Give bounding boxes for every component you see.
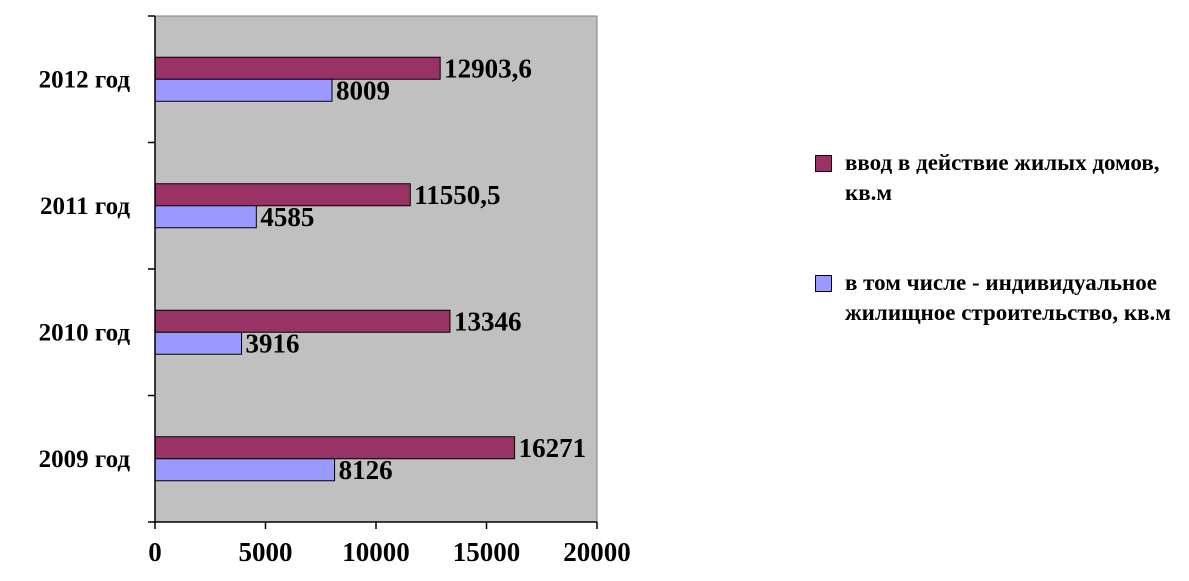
data-label-total-1: 13346: [454, 306, 522, 336]
data-label-total-3: 12903,6: [444, 53, 532, 83]
bar-individual-3: [154, 78, 333, 102]
x-tick-label-1: 5000: [239, 537, 293, 567]
category-label-1: 2010 год: [39, 319, 131, 346]
x-tick-label-2: 10000: [342, 537, 410, 567]
data-label-individual-3: 8009: [336, 75, 390, 105]
data-label-individual-0: 8126: [339, 455, 393, 485]
x-tick-label-0: 0: [148, 537, 162, 567]
legend: ввод в действие жилых домов, кв.м в том …: [815, 148, 1185, 328]
bar-total-1: [154, 309, 451, 333]
legend-item-individual: в том числе - индивидуальное жилищное ст…: [815, 268, 1185, 328]
bar-individual-2: [154, 205, 257, 229]
legend-label-total: ввод в действие жилых домов, кв.м: [845, 150, 1160, 205]
bar-total-3: [154, 56, 441, 80]
bar-total-0: [154, 436, 516, 460]
data-label-total-2: 11550,5: [414, 180, 500, 210]
bar-individual-1: [154, 331, 243, 355]
legend-swatch-individual: [815, 275, 832, 292]
data-label-total-0: 16271: [519, 433, 587, 463]
category-label-0: 2009 год: [39, 446, 131, 473]
category-label-2: 2011 год: [40, 193, 130, 220]
x-tick-label-4: 20000: [563, 537, 631, 567]
data-label-individual-1: 3916: [246, 328, 300, 358]
x-tick-label-3: 15000: [453, 537, 521, 567]
legend-label-individual: в том числе - индивидуальное жилищное ст…: [845, 270, 1171, 325]
category-label-3: 2012 год: [39, 66, 131, 93]
legend-item-total: ввод в действие жилых домов, кв.м: [815, 148, 1185, 208]
data-label-individual-2: 4585: [260, 202, 314, 232]
bar-individual-0: [154, 458, 336, 482]
legend-swatch-total: [815, 155, 832, 172]
